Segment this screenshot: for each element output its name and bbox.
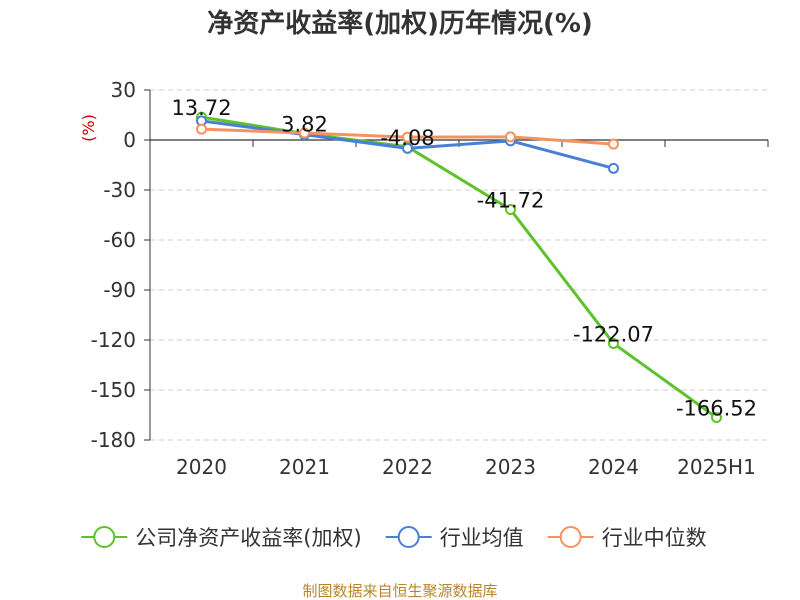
data-point [608,138,619,150]
x-tick-label: 2025H1 [677,455,756,479]
y-tick-label: -60 [103,228,136,252]
legend: 公司净资产收益率(加权) 行业均值 行业中位数 [81,526,707,550]
legend-swatch-marker [559,526,582,548]
data-label: -122.07 [573,322,654,346]
y-tick-label: -120 [91,328,136,352]
data-label: -166.52 [676,397,757,421]
data-point [402,142,413,154]
x-tick-label: 2020 [176,455,227,479]
x-tick-label: 2021 [279,455,330,479]
data-source-note: 制图数据来自恒生聚源数据库 [302,582,497,600]
data-point [711,412,722,424]
legend-label: 行业均值 [440,526,524,550]
axes [144,89,769,441]
data-point [196,123,207,135]
x-tick-labels: 2020 2021 2022 2023 2024 2025H1 [176,455,756,479]
data-point [608,162,619,174]
data-label: -4.08 [380,126,434,150]
data-point [402,131,413,143]
legend-swatch-marker [397,526,420,548]
y-tick-label: -30 [103,178,136,202]
chart-title: 净资产收益率(加权)历年情况(%) [207,8,593,39]
legend-label: 行业中位数 [602,526,707,550]
x-tick-label: 2024 [588,455,639,479]
data-point [299,127,310,139]
y-tick-label: -180 [91,428,136,452]
data-point [505,131,516,143]
grid-lines [150,89,768,441]
data-label: 13.72 [171,96,231,120]
series-lines [201,115,718,419]
series-points [196,111,722,424]
data-label: 3.82 [281,113,328,137]
data-labels: 13.72 3.82 -4.08 -41.72 -122.07 -166.52 [171,96,757,420]
x-tick-label: 2023 [485,455,536,479]
data-point [608,337,619,349]
y-tick-labels: 30 0 -30 -60 -90 -120 -150 -180 [91,78,136,452]
legend-label: 公司净资产收益率(加权) [135,526,361,550]
series-line-0 [201,115,718,419]
y-axis-unit: (%) [79,114,98,142]
data-label: -41.72 [477,189,545,213]
data-point [505,204,516,216]
legend-swatch-marker [93,526,116,548]
y-tick-label: -90 [103,278,136,302]
x-tick-label: 2022 [382,455,433,479]
y-tick-label: 0 [123,128,136,152]
y-tick-label: -150 [91,378,136,402]
y-tick-label: 30 [111,78,136,102]
